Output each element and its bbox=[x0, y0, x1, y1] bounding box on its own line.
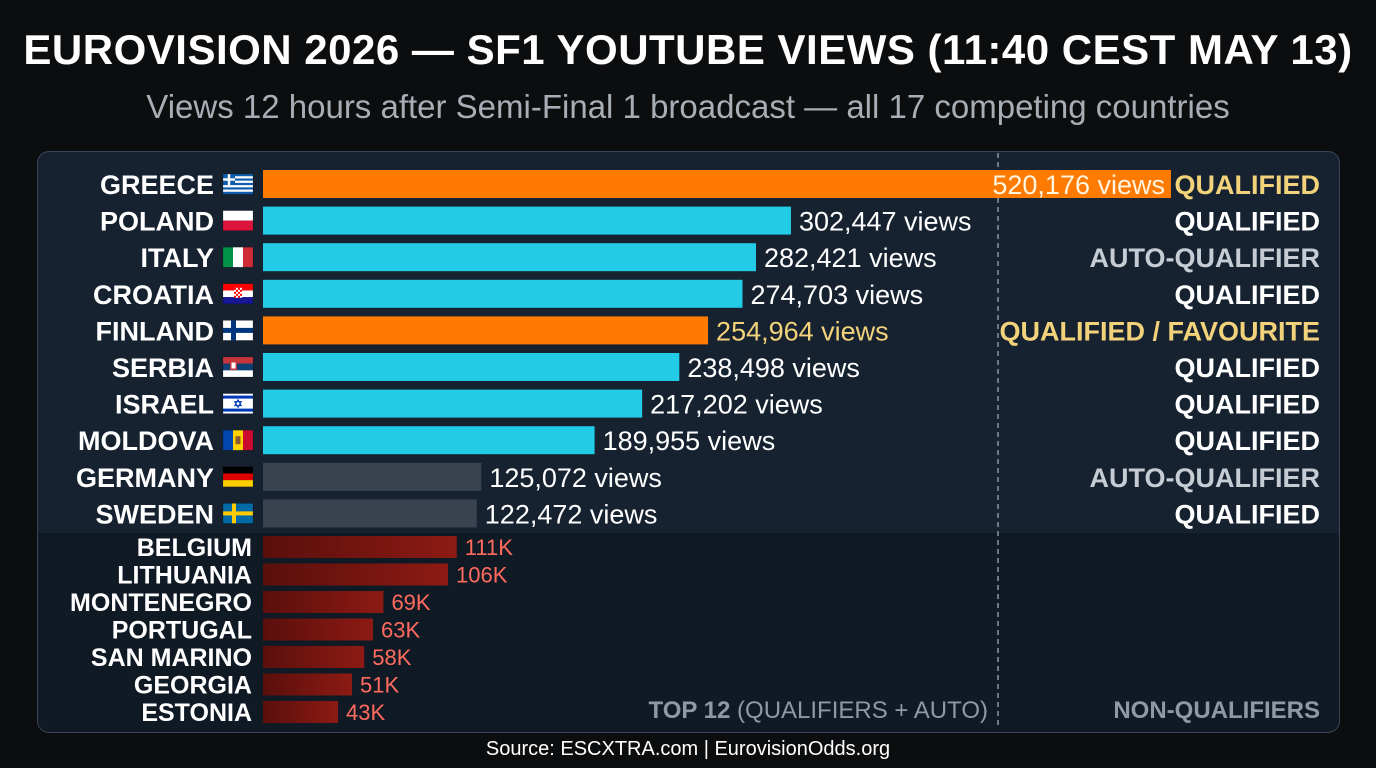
value-label-belgium: 111K bbox=[465, 535, 513, 560]
value-label-poland: 302,447 views bbox=[799, 207, 972, 237]
sweden-flag-icon bbox=[222, 503, 254, 524]
status-label-finland: QUALIFIED / FAVOURITE bbox=[999, 316, 1320, 346]
top12-caption: TOP 12 (QUALIFIERS + AUTO) bbox=[649, 697, 988, 724]
bar-georgia bbox=[263, 673, 353, 696]
non-qualifier-zone bbox=[38, 533, 1339, 732]
value-label-serbia: 238,498 views bbox=[687, 353, 860, 383]
value-label-portugal: 63K bbox=[381, 618, 420, 643]
status-label-croatia: QUALIFIED bbox=[1175, 280, 1321, 310]
status-label-moldova: QUALIFIED bbox=[1175, 426, 1321, 456]
value-label-moldova: 189,955 views bbox=[603, 426, 776, 456]
bar-germany bbox=[263, 462, 482, 491]
status-label-italy: AUTO-QUALIFIER bbox=[1090, 243, 1321, 273]
country-label-israel: ISRAEL bbox=[115, 390, 214, 420]
poland-flag-icon bbox=[222, 210, 254, 231]
status-label-poland: QUALIFIED bbox=[1175, 207, 1321, 237]
bar-belgium bbox=[263, 536, 457, 558]
chart-title: EUROVISION 2026 — SF1 YOUTUBE VIEWS (11:… bbox=[23, 26, 1353, 73]
country-label-italy: ITALY bbox=[140, 243, 214, 273]
bar-moldova bbox=[263, 426, 595, 455]
value-label-germany: 125,072 views bbox=[489, 463, 662, 493]
status-label-serbia: QUALIFIED bbox=[1175, 353, 1321, 383]
country-label-san-marino: SAN MARINO bbox=[91, 644, 252, 672]
status-label-israel: QUALIFIED bbox=[1175, 390, 1321, 420]
status-label-greece: QUALIFIED bbox=[1175, 170, 1321, 200]
country-label-estonia: ESTONIA bbox=[141, 699, 252, 727]
country-label-georgia: GEORGIA bbox=[134, 672, 252, 700]
italy-flag-icon bbox=[222, 246, 254, 268]
bar-finland bbox=[263, 316, 709, 345]
bar-croatia bbox=[263, 279, 743, 308]
value-label-san-marino: 58K bbox=[372, 645, 411, 670]
country-label-greece: GREECE bbox=[100, 170, 214, 200]
chart-subtitle: Views 12 hours after Semi-Final 1 broadc… bbox=[146, 88, 1230, 125]
country-label-sweden: SWEDEN bbox=[95, 499, 214, 529]
value-label-croatia: 274,703 views bbox=[751, 280, 924, 310]
value-label-greece: 520,176 views bbox=[992, 170, 1165, 200]
value-label-lithuania: 106K bbox=[456, 563, 508, 588]
country-label-montenegro: MONTENEGRO bbox=[70, 589, 252, 617]
value-label-sweden: 122,472 views bbox=[485, 499, 658, 529]
bar-serbia bbox=[263, 353, 680, 381]
value-label-italy: 282,421 views bbox=[764, 243, 937, 273]
country-label-serbia: SERBIA bbox=[112, 353, 214, 383]
bar-greece bbox=[263, 170, 1171, 198]
bar-israel bbox=[263, 389, 643, 418]
country-label-poland: POLAND bbox=[100, 207, 214, 237]
value-label-israel: 217,202 views bbox=[650, 390, 823, 420]
bar-estonia bbox=[263, 701, 339, 723]
non-qualifiers-caption: NON-QUALIFIERS bbox=[1113, 697, 1320, 724]
israel-flag-icon bbox=[222, 393, 254, 414]
greece-flag-icon bbox=[222, 173, 254, 195]
value-label-georgia: 51K bbox=[360, 673, 399, 698]
bar-italy bbox=[263, 243, 756, 272]
country-label-lithuania: LITHUANIA bbox=[117, 562, 252, 590]
value-label-estonia: 43K bbox=[346, 700, 385, 725]
country-label-moldova: MOLDOVA bbox=[78, 426, 214, 456]
country-label-finland: FINLAND bbox=[96, 316, 214, 346]
serbia-flag-icon bbox=[222, 356, 254, 378]
country-label-belgium: BELGIUM bbox=[137, 534, 252, 562]
germany-flag-icon bbox=[222, 466, 254, 488]
status-label-germany: AUTO-QUALIFIER bbox=[1090, 463, 1321, 493]
bar-portugal bbox=[263, 618, 373, 641]
chart-panel bbox=[37, 151, 1340, 733]
value-label-finland: 254,964 views bbox=[716, 316, 889, 346]
status-label-sweden: QUALIFIED bbox=[1175, 499, 1321, 529]
bar-poland bbox=[263, 206, 791, 235]
country-label-portugal: PORTUGAL bbox=[112, 617, 252, 645]
country-label-croatia: CROATIA bbox=[93, 280, 214, 310]
country-label-germany: GERMANY bbox=[76, 463, 214, 493]
value-label-montenegro: 69K bbox=[391, 590, 430, 615]
bar-san-marino bbox=[263, 646, 365, 668]
bar-montenegro bbox=[263, 591, 384, 613]
bar-lithuania bbox=[263, 563, 449, 586]
croatia-flag-icon bbox=[222, 283, 254, 305]
bar-sweden bbox=[263, 499, 477, 528]
finland-flag-icon bbox=[222, 320, 254, 341]
source-credit: Source: ESCXTRA.com | EurovisionOdds.org bbox=[485, 738, 891, 760]
moldova-flag-icon bbox=[222, 429, 254, 451]
